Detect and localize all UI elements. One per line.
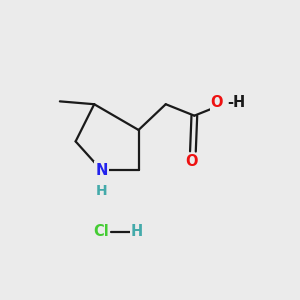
Text: O: O [211, 95, 223, 110]
Text: O: O [185, 154, 198, 169]
Text: H: H [232, 95, 245, 110]
Text: H: H [95, 184, 107, 198]
Text: N: N [95, 163, 107, 178]
Text: H: H [131, 224, 143, 239]
Text: -: - [227, 95, 233, 110]
Text: Cl: Cl [94, 224, 109, 239]
